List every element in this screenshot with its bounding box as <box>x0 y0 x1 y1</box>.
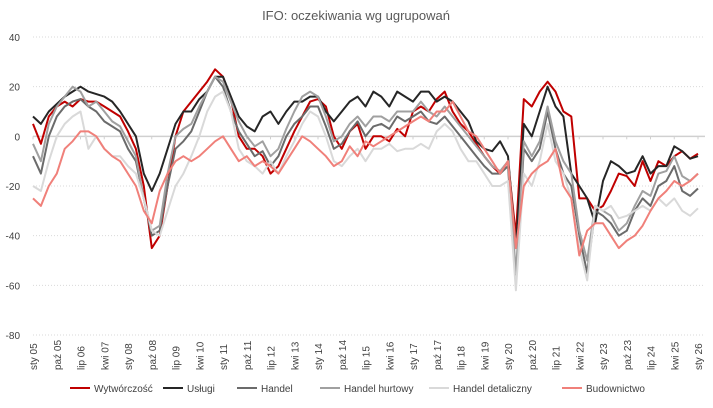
x-tick-label: paź 14 <box>338 340 349 370</box>
x-tick-label: paź 11 <box>243 340 254 370</box>
x-tick-label: kwi 10 <box>195 341 206 370</box>
x-tick-label: sty 05 <box>29 343 40 370</box>
legend-item: Handel detaliczny <box>429 384 532 395</box>
legend-label: Handel detaliczny <box>453 384 532 395</box>
x-tick-label: paź 05 <box>53 340 64 370</box>
series-lines <box>32 68 699 292</box>
y-tick-label: -80 <box>6 331 21 342</box>
gridlines <box>33 36 705 336</box>
x-tick-label: lip 21 <box>552 346 563 370</box>
legend-item: Budownictwo <box>562 384 645 395</box>
x-tick-label: sty 08 <box>124 343 135 370</box>
x-tick-label: paź 20 <box>528 340 539 370</box>
x-tick-label: sty 26 <box>694 343 705 370</box>
series-line-usługi <box>32 75 699 250</box>
legend-item: Wytwórczość <box>70 384 153 395</box>
x-tick-label: kwi 13 <box>290 341 301 370</box>
y-tick-label: -40 <box>6 232 21 243</box>
x-tick-label: lip 06 <box>77 346 88 370</box>
y-tick-label: 20 <box>9 83 21 94</box>
x-tick-label: sty 17 <box>409 343 420 370</box>
legend-item: Handel <box>237 384 293 395</box>
x-tick-label: sty 20 <box>504 343 515 370</box>
x-tick-label: lip 18 <box>457 346 468 370</box>
x-tick-label: kwi 16 <box>385 341 396 370</box>
y-tick-label: -60 <box>6 281 21 292</box>
legend-item: Usługi <box>163 384 215 395</box>
x-tick-label: kwi 25 <box>670 341 681 370</box>
x-tick-label: lip 09 <box>172 346 183 370</box>
x-tick-label: paź 23 <box>623 340 634 370</box>
x-tick-label: lip 24 <box>647 346 658 370</box>
legend-label: Usługi <box>187 384 215 395</box>
y-axis-ticks: 40 20 0 -20 -40 -60 -80 <box>6 33 21 342</box>
series-line-wytwórczość <box>32 68 699 250</box>
x-tick-label: paź 08 <box>148 340 159 370</box>
legend-label: Handel <box>261 384 293 395</box>
x-tick-label: kwi 19 <box>480 341 491 370</box>
legend-label: Handel hurtowy <box>344 384 413 395</box>
x-tick-label: sty 11 <box>219 344 230 370</box>
x-tick-label: lip 15 <box>362 346 373 370</box>
x-tick-label: sty 23 <box>599 343 610 370</box>
x-tick-label: lip 12 <box>267 346 278 370</box>
legend-label: Budownictwo <box>586 384 645 395</box>
x-tick-label: sty 14 <box>314 343 325 370</box>
legend-item: Handel hurtowy <box>320 384 413 395</box>
series-line-budownictwo <box>32 100 699 257</box>
series-line-handel-detaliczny <box>32 90 699 292</box>
y-tick-label: 40 <box>9 33 21 44</box>
legend-label: Wytwórczość <box>94 384 153 395</box>
x-tick-label: kwi 22 <box>575 341 586 370</box>
y-tick-label: 0 <box>14 132 20 143</box>
x-tick-label: kwi 07 <box>100 341 111 370</box>
x-tick-label: paź 17 <box>433 340 444 370</box>
y-tick-label: -20 <box>6 182 21 193</box>
chart-title: IFO: oczekiwania wg ugrupowań <box>262 8 450 23</box>
legend: Wytwórczość Usługi Handel Handel hurtowy Han… <box>70 384 645 395</box>
x-axis-ticks: sty 05 paź 05 lip 06 kwi 07 sty 08 paź 08 lip … <box>29 136 705 370</box>
